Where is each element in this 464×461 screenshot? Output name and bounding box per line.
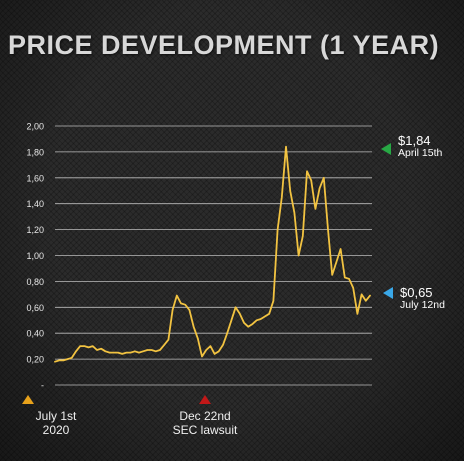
current-marker-icon (383, 287, 393, 299)
y-tick-label: 2,00 (26, 122, 44, 132)
y-tick-label: 1,20 (26, 225, 44, 235)
y-tick-label: 0,40 (26, 329, 44, 339)
current-price-value: $0,65 (400, 285, 433, 300)
lawsuit-event-label: Dec 22nd SEC lawsuit (160, 409, 250, 438)
y-tick-label: 1,00 (26, 251, 44, 261)
y-axis-tick-labels: - 0,20 0,40 0,60 0,80 1,00 1,20 1,40 1,60 1,80 2,0… (26, 122, 44, 391)
chart-markers (22, 143, 393, 404)
start-marker-icon (22, 395, 34, 404)
chart-grid (55, 125, 372, 386)
high-callout: $1,84 April 15th (398, 133, 443, 160)
high-marker-icon (381, 143, 391, 155)
current-callout: $0,65 July 12nd (400, 285, 445, 312)
y-tick-label: 1,60 (26, 173, 44, 183)
high-price-date: April 15th (398, 147, 443, 160)
y-tick-label: 1,40 (26, 199, 44, 209)
y-tick-label: 0,20 (26, 355, 44, 365)
high-price-value: $1,84 (398, 133, 431, 148)
start-event-line1: July 1st (35, 409, 77, 423)
price-series-line (54, 145, 371, 363)
y-tick-label: 1,80 (26, 147, 44, 157)
page-title: PRICE DEVELOPMENT (1 YEAR) (8, 30, 440, 60)
start-event-line2: 2020 (42, 422, 70, 437)
lawsuit-event-line1: Dec 22nd (179, 409, 231, 423)
y-tick-label: 0,80 (26, 277, 44, 287)
y-tick-label: - (41, 381, 44, 391)
start-event-label: July 1st 2020 (22, 409, 90, 438)
lawsuit-event-line2: SEC lawsuit (172, 422, 238, 437)
lawsuit-marker-icon (199, 395, 211, 404)
current-price-date: July 12nd (400, 299, 445, 312)
y-tick-label: 0,60 (26, 303, 44, 313)
